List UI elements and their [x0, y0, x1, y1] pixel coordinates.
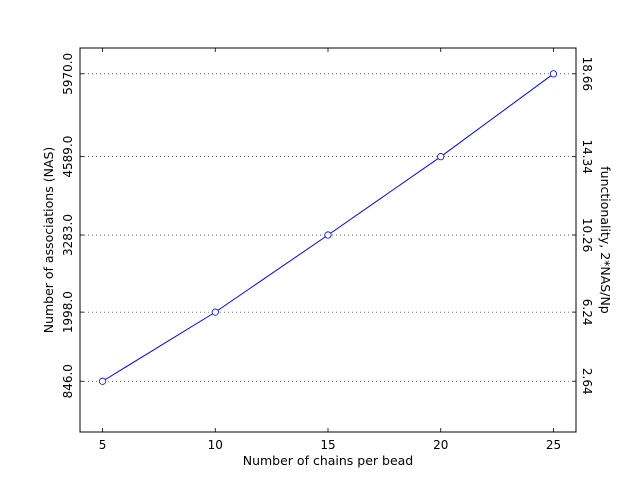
right-y-tick-label: 6.24	[580, 299, 594, 326]
right-y-tick-label: 10.26	[580, 218, 594, 252]
series-line	[102, 73, 554, 382]
right-y-tick-label: 2.64	[580, 368, 594, 395]
grid-layer	[80, 73, 576, 382]
data-point	[98, 377, 107, 385]
right-y-tick-label: 18.66	[580, 57, 594, 91]
x-tick-label: 15	[320, 438, 335, 452]
y-axis-label: Number of associations (NAS)	[41, 147, 56, 334]
x-tick-label: 20	[433, 438, 448, 452]
data-point	[211, 308, 219, 316]
y-tick-label: 4589.0	[61, 136, 75, 178]
tick-layer: 5 10 15 20 25 846.0 1998.0 3283.0 4589.0 5970.0 2.…	[61, 48, 594, 452]
y-tick-label: 3283.0	[61, 214, 75, 256]
y-tick-label: 5970.0	[61, 53, 75, 95]
x-axis-label: Number of chains per bead	[243, 453, 414, 468]
data-point	[437, 153, 445, 161]
x-tick-label: 10	[208, 438, 223, 452]
x-tick-label: 5	[99, 438, 107, 452]
series-layer	[98, 70, 558, 385]
frame-layer	[79, 47, 577, 433]
y-tick-label: 846.0	[61, 364, 75, 398]
y-tick-label: 1998.0	[61, 291, 75, 333]
right-y-axis-label: functionality, 2*NAS/Np	[598, 166, 613, 314]
x-tick-label: 25	[546, 438, 561, 452]
right-y-tick-label: 14.34	[580, 139, 594, 173]
data-point	[549, 70, 558, 78]
data-point	[324, 231, 332, 239]
plot-frame	[79, 47, 577, 433]
